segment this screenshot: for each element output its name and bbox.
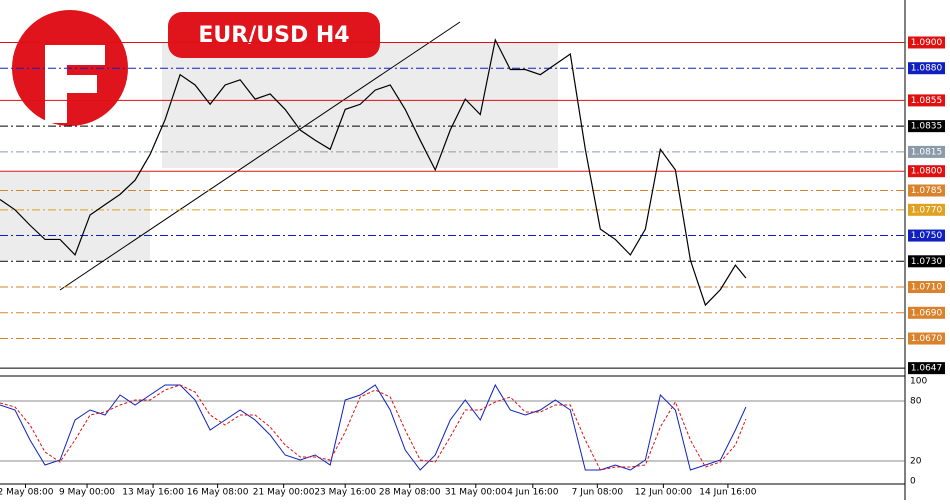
- level-label: 1.0815: [911, 147, 943, 157]
- zone: [162, 43, 558, 168]
- osc-tick-label: 0: [910, 477, 916, 487]
- x-tick-label: 2 May 08:00: [0, 488, 54, 498]
- level-label: 1.0800: [911, 167, 943, 177]
- osc-tick-label: 20: [910, 457, 922, 467]
- level-label: 1.0785: [911, 186, 943, 196]
- x-tick-label: 23 May 16:00: [314, 488, 376, 498]
- level-label: 1.0647: [911, 364, 943, 374]
- level-tag: [908, 255, 945, 268]
- x-tick-label: 13 May 16:00: [122, 488, 184, 498]
- level-tag: [908, 36, 945, 49]
- level-label: 1.0855: [911, 96, 943, 106]
- level-tag: [908, 229, 945, 242]
- level-tag: [908, 306, 945, 319]
- zone: [0, 172, 150, 260]
- x-tick-label: 12 Jun 00:00: [635, 488, 692, 498]
- title-box: [168, 12, 380, 58]
- osc-tick-label: 100: [910, 377, 927, 387]
- price-line: [0, 38, 747, 307]
- level-tag: [908, 362, 945, 375]
- x-tick-label: 28 May 08:00: [379, 488, 441, 498]
- level-label: 1.0900: [911, 38, 943, 48]
- level-label: 1.0880: [911, 64, 943, 74]
- level-label: 1.0835: [911, 122, 943, 132]
- level-tag: [908, 203, 945, 216]
- x-tick-label: 14 Jun 16:00: [699, 488, 756, 498]
- level-label: 1.0770: [911, 205, 943, 215]
- osc-tick-label: 80: [910, 397, 922, 407]
- level-tag: [908, 120, 945, 133]
- level-tag: [908, 281, 945, 294]
- x-tick-label: 16 May 08:00: [187, 488, 249, 498]
- level-label: 1.0670: [911, 334, 943, 344]
- level-tag: [908, 145, 945, 158]
- osc-line: [0, 383, 747, 471]
- x-tick-label: 7 Jun 08:00: [572, 488, 624, 498]
- level-label: 1.0710: [911, 283, 943, 293]
- chart-title: EUR/USD H4: [198, 23, 349, 48]
- x-tick-label: 21 May 00:00: [253, 488, 315, 498]
- x-tick-label: 9 May 00:00: [59, 488, 115, 498]
- level-tag: [908, 94, 945, 107]
- level-tag: [908, 165, 945, 178]
- x-tick-label: 31 May 00:00: [445, 488, 507, 498]
- trend-line: [59, 21, 461, 291]
- level-label: 1.0750: [911, 231, 943, 241]
- level-tag: [908, 62, 945, 75]
- level-tag: [908, 184, 945, 197]
- level-label: 1.0690: [911, 308, 943, 318]
- osc-line: [0, 384, 747, 471]
- level-label: 1.0730: [911, 257, 943, 267]
- level-tag: [908, 332, 945, 345]
- x-tick-label: 4 Jun 16:00: [507, 488, 559, 498]
